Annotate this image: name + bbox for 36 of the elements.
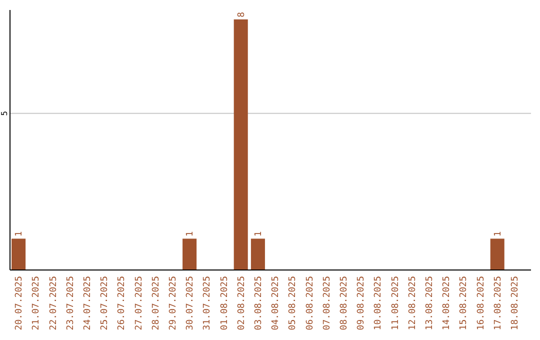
x-tick-label: 11.08.2025 xyxy=(390,276,401,330)
x-tick-label: 05.08.2025 xyxy=(288,276,298,330)
x-tick-label: 15.08.2025 xyxy=(459,276,470,330)
x-tick-label: 27.07.2025 xyxy=(134,276,144,330)
x-tick-label: 04.08.2025 xyxy=(271,276,282,330)
data-label: 1 xyxy=(493,231,504,237)
x-tick-label: 06.08.2025 xyxy=(305,276,316,330)
x-tick-label: 07.08.2025 xyxy=(322,276,332,330)
x-tick-label: 03.08.2025 xyxy=(254,276,264,330)
x-tick-label: 08.08.2025 xyxy=(339,276,350,330)
x-tick-label: 12.08.2025 xyxy=(408,276,418,330)
x-tick-label: 21.07.2025 xyxy=(32,276,42,330)
x-tick-label: 25.07.2025 xyxy=(100,276,110,330)
x-tick-label: 24.07.2025 xyxy=(82,276,93,330)
data-label: 8 xyxy=(236,12,247,18)
x-tick-label: 23.07.2025 xyxy=(66,276,76,330)
x-tick-label: 29.07.2025 xyxy=(168,276,178,330)
data-label: 1 xyxy=(14,231,25,237)
x-tick-label: 20.07.2025 xyxy=(14,276,25,330)
x-tick-label: 26.07.2025 xyxy=(117,276,128,330)
x-tick-label: 22.07.2025 xyxy=(48,276,59,330)
x-tick-label: 14.08.2025 xyxy=(442,276,452,330)
x-tick-label: 01.08.2025 xyxy=(220,276,230,330)
x-tick-label: 13.08.2025 xyxy=(424,276,435,330)
x-tick-label: 09.08.2025 xyxy=(356,276,367,330)
x-tick-label: 31.07.2025 xyxy=(202,276,213,330)
x-tick-label: 18.08.2025 xyxy=(510,276,520,330)
data-label: 1 xyxy=(186,231,196,237)
x-tick-label: 10.08.2025 xyxy=(374,276,384,330)
x-tick-label: 30.07.2025 xyxy=(186,276,196,330)
x-tick-label: 16.08.2025 xyxy=(476,276,486,330)
x-tick-label: 02.08.2025 xyxy=(236,276,247,330)
x-tick-label: 17.08.2025 xyxy=(493,276,504,330)
data-label: 1 xyxy=(254,231,264,237)
y-tick-label: 5 xyxy=(0,110,9,116)
x-tick-label: 28.07.2025 xyxy=(151,276,162,330)
